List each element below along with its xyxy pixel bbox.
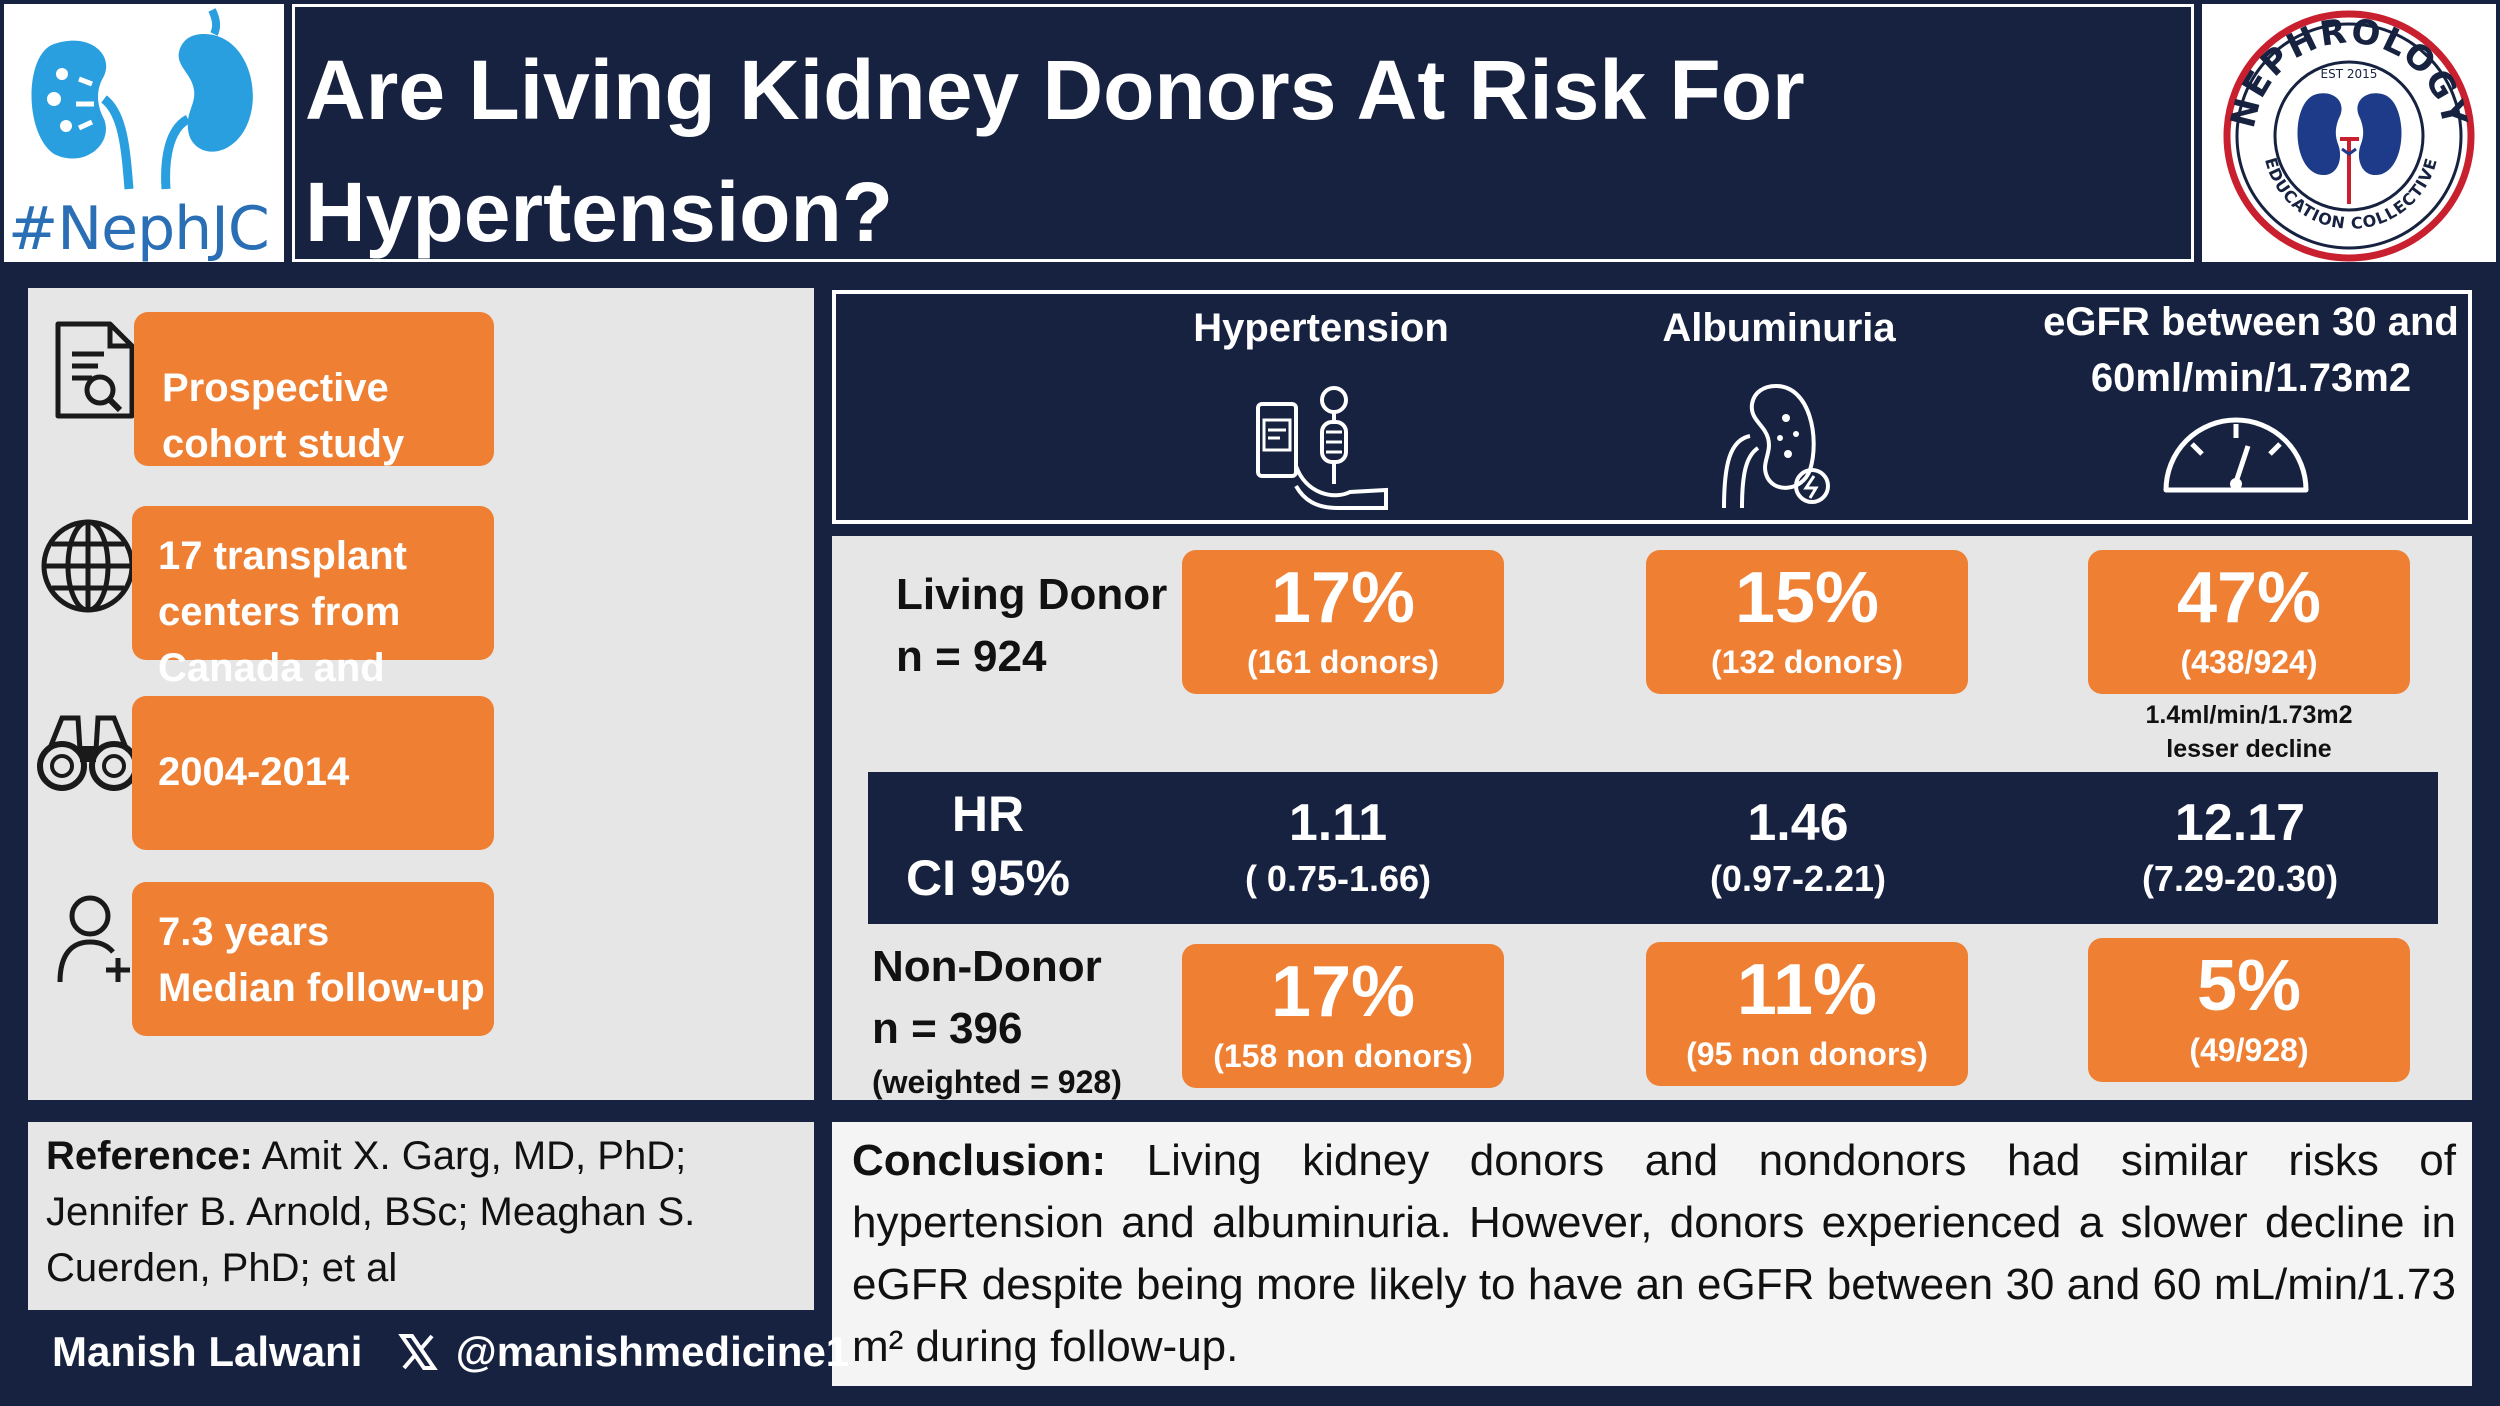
- gauge-meter-icon: [2163, 417, 2309, 493]
- living-donor-egfr-pct: 47%: [2176, 558, 2322, 638]
- conclusion-body: Living kidney donors and nondonors had s…: [852, 1136, 2456, 1371]
- living-donor-label: Living Donor n = 924: [896, 564, 1167, 688]
- hr-hypertension: 1.11 ( 0.75-1.66): [1188, 792, 1488, 904]
- study-design-box: Prospective cohort study: [134, 312, 494, 466]
- author-handle[interactable]: @manishmedicine1: [455, 1328, 850, 1375]
- hr-albuminuria-ci: (0.97-2.21): [1709, 858, 1887, 899]
- x-logo-icon: [398, 1330, 438, 1386]
- non-donor-label-line-2: n = 396: [872, 1004, 1023, 1053]
- hr-albuminuria-value: 1.46: [1747, 794, 1849, 852]
- non-donor-albuminuria-pct: 11%: [1736, 950, 1878, 1030]
- non-donor-albuminuria-box: 11% (95 non donors): [1646, 942, 1968, 1086]
- non-donor-label-line-3: (weighted = 928): [872, 1064, 1122, 1100]
- egfr-note-line-1: 1.4ml/min/1.73m2: [2145, 701, 2353, 729]
- centers-box: 17 transplant centers from Canada and Au…: [132, 506, 494, 746]
- non-donor-hypertension-box: 17% (158 non donors): [1182, 944, 1504, 1088]
- living-donor-albuminuria-box: 15% (132 donors): [1646, 550, 1968, 694]
- centers-line-1: 17 transplant centers from: [158, 534, 407, 634]
- egfr-head-line-2: 60ml/min/1.73m2: [2090, 356, 2412, 400]
- study-info-panel: Prospective cohort study 17 transplant c…: [28, 288, 814, 1100]
- hr-hypertension-value: 1.11: [1288, 794, 1388, 852]
- egfr-head-line-1: eGFR between 30 and: [2043, 300, 2459, 344]
- svg-text:EST 2015: EST 2015: [2321, 67, 2378, 81]
- outcome-header-panel: Hypertension Albuminuria eGFR between 30…: [832, 290, 2472, 524]
- col-head-egfr: eGFR between 30 and 60ml/min/1.73m2: [2026, 294, 2476, 406]
- hashtag-nephjc: #NephJC: [8, 194, 270, 264]
- globe-icon: [41, 519, 135, 613]
- add-user-icon: [57, 895, 130, 983]
- nephrology-seal-icon: NEPHROLOGY EDUCATION COLLECTIVE EST 2015: [2223, 10, 2475, 262]
- hr-albuminuria: 1.46 (0.97-2.21): [1648, 792, 1948, 904]
- reference-text: Reference: Amit X. Garg, MD, PhD; Jennif…: [46, 1128, 806, 1296]
- title-line-1: Are Living Kidney Donors At Risk For: [305, 43, 1805, 137]
- living-donor-egfr-box: 47% (438/924): [2088, 550, 2410, 694]
- living-donor-hypertension-detail: (161 donors): [1246, 644, 1440, 680]
- title-bar: Are Living Kidney Donors At Risk For Hyp…: [292, 4, 2194, 262]
- conclusion-panel: Conclusion: Living kidney donors and non…: [832, 1122, 2472, 1386]
- living-donor-hypertension-pct: 17%: [1270, 558, 1416, 638]
- hr-label-line-1: HR: [951, 786, 1025, 842]
- non-donor-hypertension-detail: (158 non donors): [1213, 1038, 1473, 1074]
- non-donor-egfr-pct: 5%: [2196, 946, 2302, 1026]
- hr-egfr-ci: (7.29-20.30): [2141, 858, 2339, 899]
- non-donor-hypertension-pct: 17%: [1270, 952, 1416, 1032]
- conclusion-text: Conclusion: Living kidney donors and non…: [852, 1130, 2456, 1378]
- binoculars-icon: [37, 715, 139, 791]
- reference-panel: Reference: Amit X. Garg, MD, PhD; Jennif…: [28, 1122, 814, 1310]
- followup-line-1: 7.3 years: [158, 910, 330, 954]
- nephrology-education-collective-logo: NEPHROLOGY EDUCATION COLLECTIVE EST 2015: [2202, 4, 2496, 262]
- living-donor-hypertension-box: 17% (161 donors): [1182, 550, 1504, 694]
- hazard-ratio-bar: HR CI 95% 1.11 ( 0.75-1.66) 1.46 (0.97-2…: [868, 772, 2438, 924]
- col-head-albuminuria: Albuminuria: [1662, 306, 1896, 350]
- author-name: Manish Lalwani: [52, 1328, 363, 1375]
- hr-hypertension-ci: ( 0.75-1.66): [1244, 858, 1432, 899]
- nephjc-logo: #NephJC: [4, 4, 284, 264]
- kidney-logo-icon: [31, 8, 253, 190]
- period-text: 2004-2014: [158, 750, 350, 794]
- non-donor-label-line-1: Non-Donor: [872, 942, 1102, 991]
- hr-egfr-value: 12.17: [2174, 794, 2306, 852]
- period-box: 2004-2014: [132, 696, 494, 850]
- non-donor-albuminuria-detail: (95 non donors): [1686, 1036, 1928, 1072]
- living-donor-albuminuria-detail: (132 donors): [1710, 644, 1904, 680]
- kidney-albuminuria-icon: [1722, 383, 1830, 509]
- study-design-text: Prospective cohort study: [162, 366, 405, 466]
- col-head-hypertension: Hypertension: [1193, 306, 1449, 350]
- hr-label-line-2: CI 95%: [906, 850, 1070, 906]
- living-donor-egfr-detail: (438/924): [2180, 644, 2318, 680]
- non-donor-label: Non-Donor n = 396 (weighted = 928): [872, 936, 1122, 1104]
- title-line-2: Hypertension?: [305, 165, 894, 259]
- conclusion-label: Conclusion:: [852, 1136, 1107, 1185]
- document-search-icon: [55, 321, 135, 419]
- page-title: Are Living Kidney Donors At Risk For Hyp…: [305, 29, 2185, 273]
- non-donor-egfr-box: 5% (49/928): [2088, 938, 2410, 1082]
- living-donor-label-line-2: n = 924: [896, 632, 1047, 681]
- hr-label: HR CI 95%: [888, 782, 1088, 910]
- living-donor-albuminuria-pct: 15%: [1734, 558, 1880, 638]
- blood-pressure-icon: [1256, 386, 1388, 510]
- author-credit: Manish Lalwani @manishmedicine1: [52, 1324, 849, 1386]
- reference-authors: Amit X. Garg, MD, PhD; Jennifer B. Arnol…: [46, 1134, 696, 1290]
- followup-text: 7.3 years Median follow-up: [158, 904, 485, 1016]
- reference-label: Reference:: [46, 1134, 253, 1178]
- followup-box: 7.3 years Median follow-up: [132, 882, 494, 1036]
- egfr-note-line-2: lesser decline: [2166, 735, 2332, 763]
- egfr-decline-note: 1.4ml/min/1.73m2 lesser decline: [2068, 698, 2430, 766]
- living-donor-label-line-1: Living Donor: [896, 570, 1168, 619]
- non-donor-egfr-detail: (49/928): [2189, 1032, 2309, 1068]
- hr-egfr: 12.17 (7.29-20.30): [2090, 792, 2390, 904]
- followup-line-2: Median follow-up: [158, 966, 485, 1010]
